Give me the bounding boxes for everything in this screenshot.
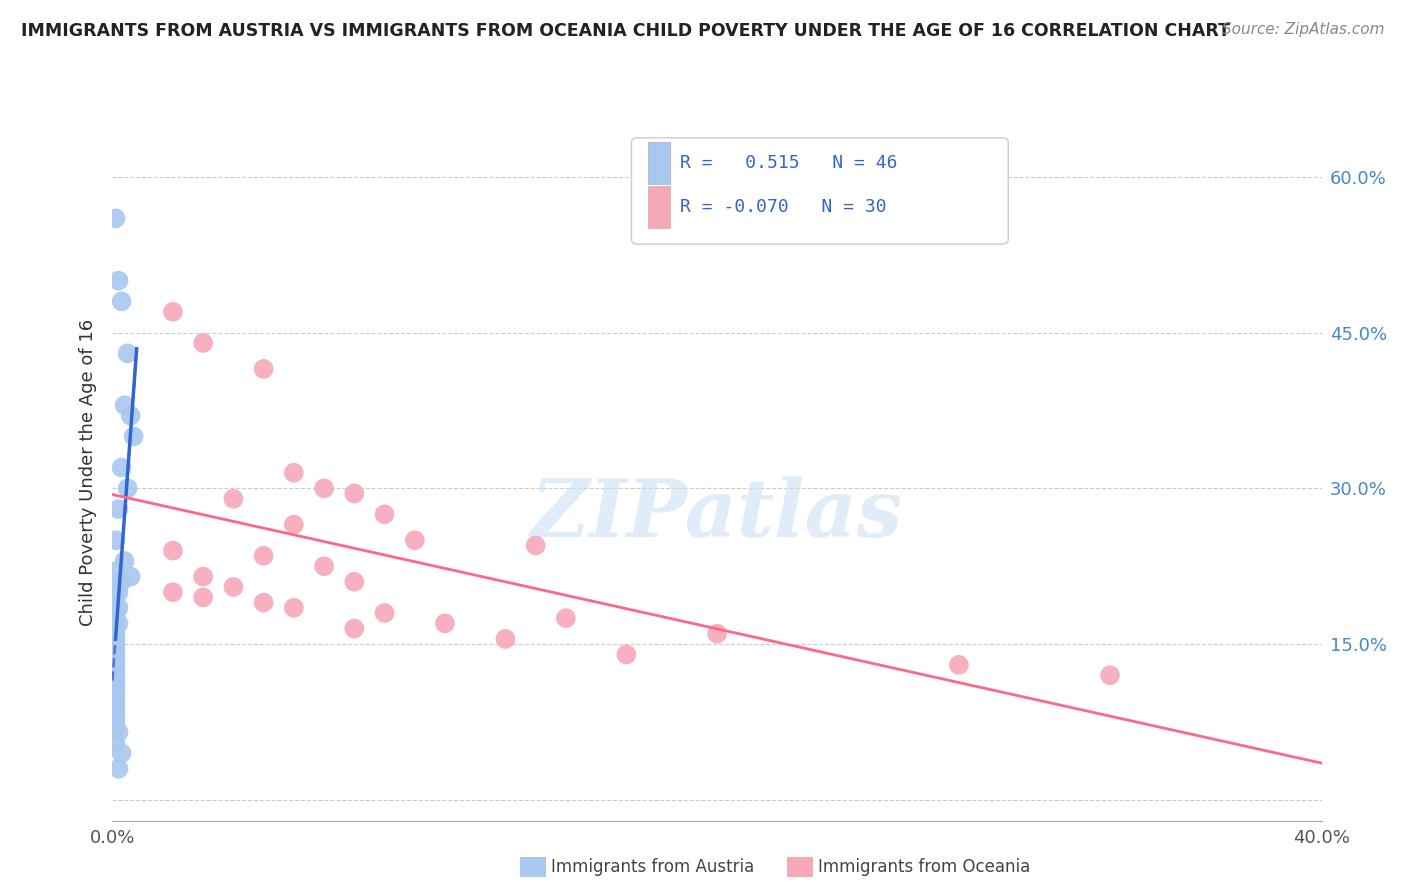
Point — [495, 632, 517, 646]
Point — [343, 574, 366, 589]
Point — [117, 481, 139, 495]
Text: ZIPatlas: ZIPatlas — [531, 475, 903, 553]
Text: R =   0.515   N = 46: R = 0.515 N = 46 — [679, 154, 897, 172]
Point — [107, 600, 129, 615]
Point — [283, 517, 305, 532]
Point — [104, 637, 127, 651]
Point — [104, 710, 127, 724]
Point — [104, 736, 127, 750]
Point — [404, 533, 426, 548]
Point — [253, 362, 276, 376]
Point — [107, 502, 129, 516]
Point — [110, 574, 132, 589]
Point — [107, 616, 129, 631]
Point — [114, 398, 136, 412]
Point — [162, 585, 184, 599]
Point — [104, 673, 127, 688]
Point — [191, 335, 214, 350]
Point — [110, 294, 132, 309]
Point — [104, 565, 127, 579]
Point — [253, 596, 276, 610]
Text: Immigrants from Oceania: Immigrants from Oceania — [818, 858, 1031, 876]
Point — [314, 481, 336, 495]
Point — [104, 614, 127, 628]
Point — [104, 606, 127, 620]
Point — [104, 626, 127, 640]
Point — [110, 746, 132, 760]
Point — [104, 683, 127, 698]
Point — [374, 606, 396, 620]
Point — [104, 689, 127, 703]
Point — [117, 346, 139, 360]
Point — [104, 699, 127, 714]
Point — [104, 533, 127, 548]
Point — [120, 409, 142, 423]
Point — [104, 694, 127, 708]
Point — [222, 580, 245, 594]
Point — [554, 611, 576, 625]
Point — [120, 569, 142, 583]
Point — [104, 705, 127, 719]
Point — [122, 429, 145, 443]
Text: Immigrants from Austria: Immigrants from Austria — [551, 858, 755, 876]
Point — [374, 508, 396, 522]
Point — [104, 642, 127, 657]
Point — [104, 632, 127, 646]
Point — [114, 554, 136, 568]
Point — [104, 648, 127, 662]
Point — [706, 626, 728, 640]
Point — [524, 538, 547, 552]
Point — [191, 569, 214, 583]
Point — [104, 679, 127, 693]
Text: R = -0.070   N = 30: R = -0.070 N = 30 — [679, 198, 886, 216]
Point — [191, 591, 214, 605]
Point — [283, 466, 305, 480]
Point — [110, 460, 132, 475]
Point — [433, 616, 456, 631]
Point — [104, 668, 127, 682]
Point — [616, 648, 638, 662]
Point — [104, 653, 127, 667]
Point — [107, 274, 129, 288]
Point — [104, 211, 127, 226]
Point — [1098, 668, 1121, 682]
Point — [104, 657, 127, 672]
Point — [104, 663, 127, 677]
Point — [104, 714, 127, 729]
Point — [948, 657, 970, 672]
Point — [162, 305, 184, 319]
Point — [104, 611, 127, 625]
Text: IMMIGRANTS FROM AUSTRIA VS IMMIGRANTS FROM OCEANIA CHILD POVERTY UNDER THE AGE O: IMMIGRANTS FROM AUSTRIA VS IMMIGRANTS FR… — [21, 22, 1230, 40]
Point — [314, 559, 336, 574]
Point — [222, 491, 245, 506]
Point — [162, 543, 184, 558]
Point — [343, 486, 366, 500]
Point — [104, 720, 127, 734]
Point — [283, 600, 305, 615]
Point — [104, 622, 127, 636]
Point — [104, 591, 127, 605]
Y-axis label: Child Poverty Under the Age of 16: Child Poverty Under the Age of 16 — [79, 319, 97, 626]
Point — [343, 622, 366, 636]
Point — [107, 725, 129, 739]
Text: Source: ZipAtlas.com: Source: ZipAtlas.com — [1222, 22, 1385, 37]
Point — [107, 585, 129, 599]
Point — [253, 549, 276, 563]
Point — [107, 762, 129, 776]
